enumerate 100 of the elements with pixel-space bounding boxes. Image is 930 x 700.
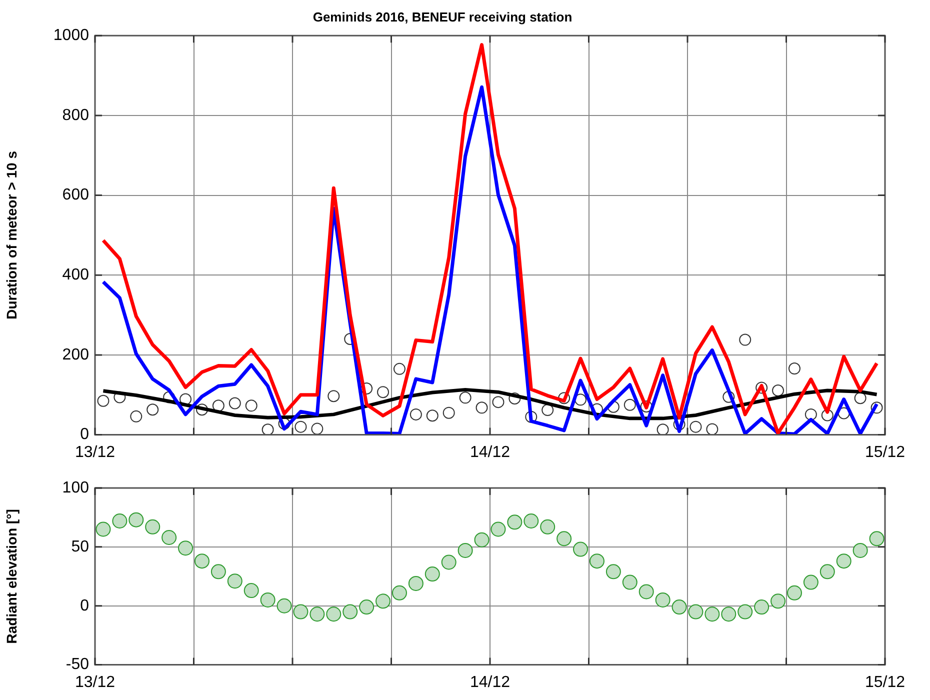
point [426,410,438,422]
point [458,542,473,558]
point [706,423,718,435]
point [574,394,587,406]
point [525,410,538,423]
point [360,382,373,394]
point [690,420,702,433]
point [196,404,208,416]
point [442,406,455,419]
y-tick-label: 100 [62,479,90,496]
point [492,396,504,408]
point [245,400,258,412]
point [97,394,110,407]
point [869,531,884,546]
point [328,390,340,402]
point [836,554,852,569]
point [112,514,128,529]
point [376,594,391,609]
point [227,574,242,589]
point [673,418,686,430]
point [459,392,472,404]
y-tick-label: 50 [71,538,90,556]
y-axis-title: Duration of meteor > 10 s [3,150,20,320]
point [130,410,142,422]
point [754,600,770,615]
point [359,600,374,615]
point [542,404,554,416]
point [722,390,735,403]
point [739,334,752,346]
point [606,564,621,580]
y-axis-title: Radiant elevation [°] [3,509,20,644]
point [128,512,144,528]
point [540,519,556,534]
point [294,420,307,433]
point [326,606,342,622]
point [508,392,521,404]
point [146,404,159,416]
point [788,362,800,375]
point [244,583,259,598]
point [821,409,834,422]
y-tick-label: 400 [62,266,90,284]
point [852,542,868,558]
point [145,519,160,534]
point [293,604,308,620]
point [424,566,440,582]
y-tick-label: 600 [62,186,90,204]
point [162,530,177,546]
point [556,531,572,546]
point [178,540,194,556]
point [262,424,274,435]
x-tick-label: 15/12 [864,674,906,691]
point [311,422,324,435]
point [276,598,292,614]
point [622,574,638,590]
point [507,514,522,530]
point [688,604,704,620]
point [474,532,490,548]
point [655,592,670,608]
point [342,604,358,620]
chart-title: Geminids 2016, BENEUF receiving station [312,9,572,24]
point [786,585,802,600]
point [638,584,654,600]
point [260,592,276,608]
point [704,606,720,622]
point [640,400,652,412]
point [770,594,786,609]
point [803,574,818,590]
point [490,522,506,537]
point [624,398,636,411]
point [410,408,422,420]
y-tick-label: 800 [62,106,90,124]
point [210,564,226,580]
x-tick-label: 14/12 [470,444,510,461]
point [854,392,866,404]
point [96,522,111,537]
point [408,576,424,591]
y-tick-label: 1000 [53,27,90,44]
point [756,382,768,394]
point [441,554,456,570]
point [721,606,736,622]
point [377,386,390,398]
y-tick-label: 0 [80,597,90,614]
point [476,402,488,414]
x-tick-label: 15/12 [864,444,906,461]
point [820,564,835,580]
point [772,384,784,396]
point [524,514,539,529]
x-tick-label: 13/12 [74,674,116,691]
x-tick-label: 14/12 [470,674,510,691]
point [738,604,753,620]
point [804,408,817,420]
point [589,554,604,569]
point [194,554,210,569]
point [558,392,570,404]
y-tick-label: -50 [66,656,90,674]
point [573,542,588,557]
point [870,402,883,414]
point [672,600,687,615]
point [228,397,241,410]
x-tick-label: 13/12 [74,444,116,461]
